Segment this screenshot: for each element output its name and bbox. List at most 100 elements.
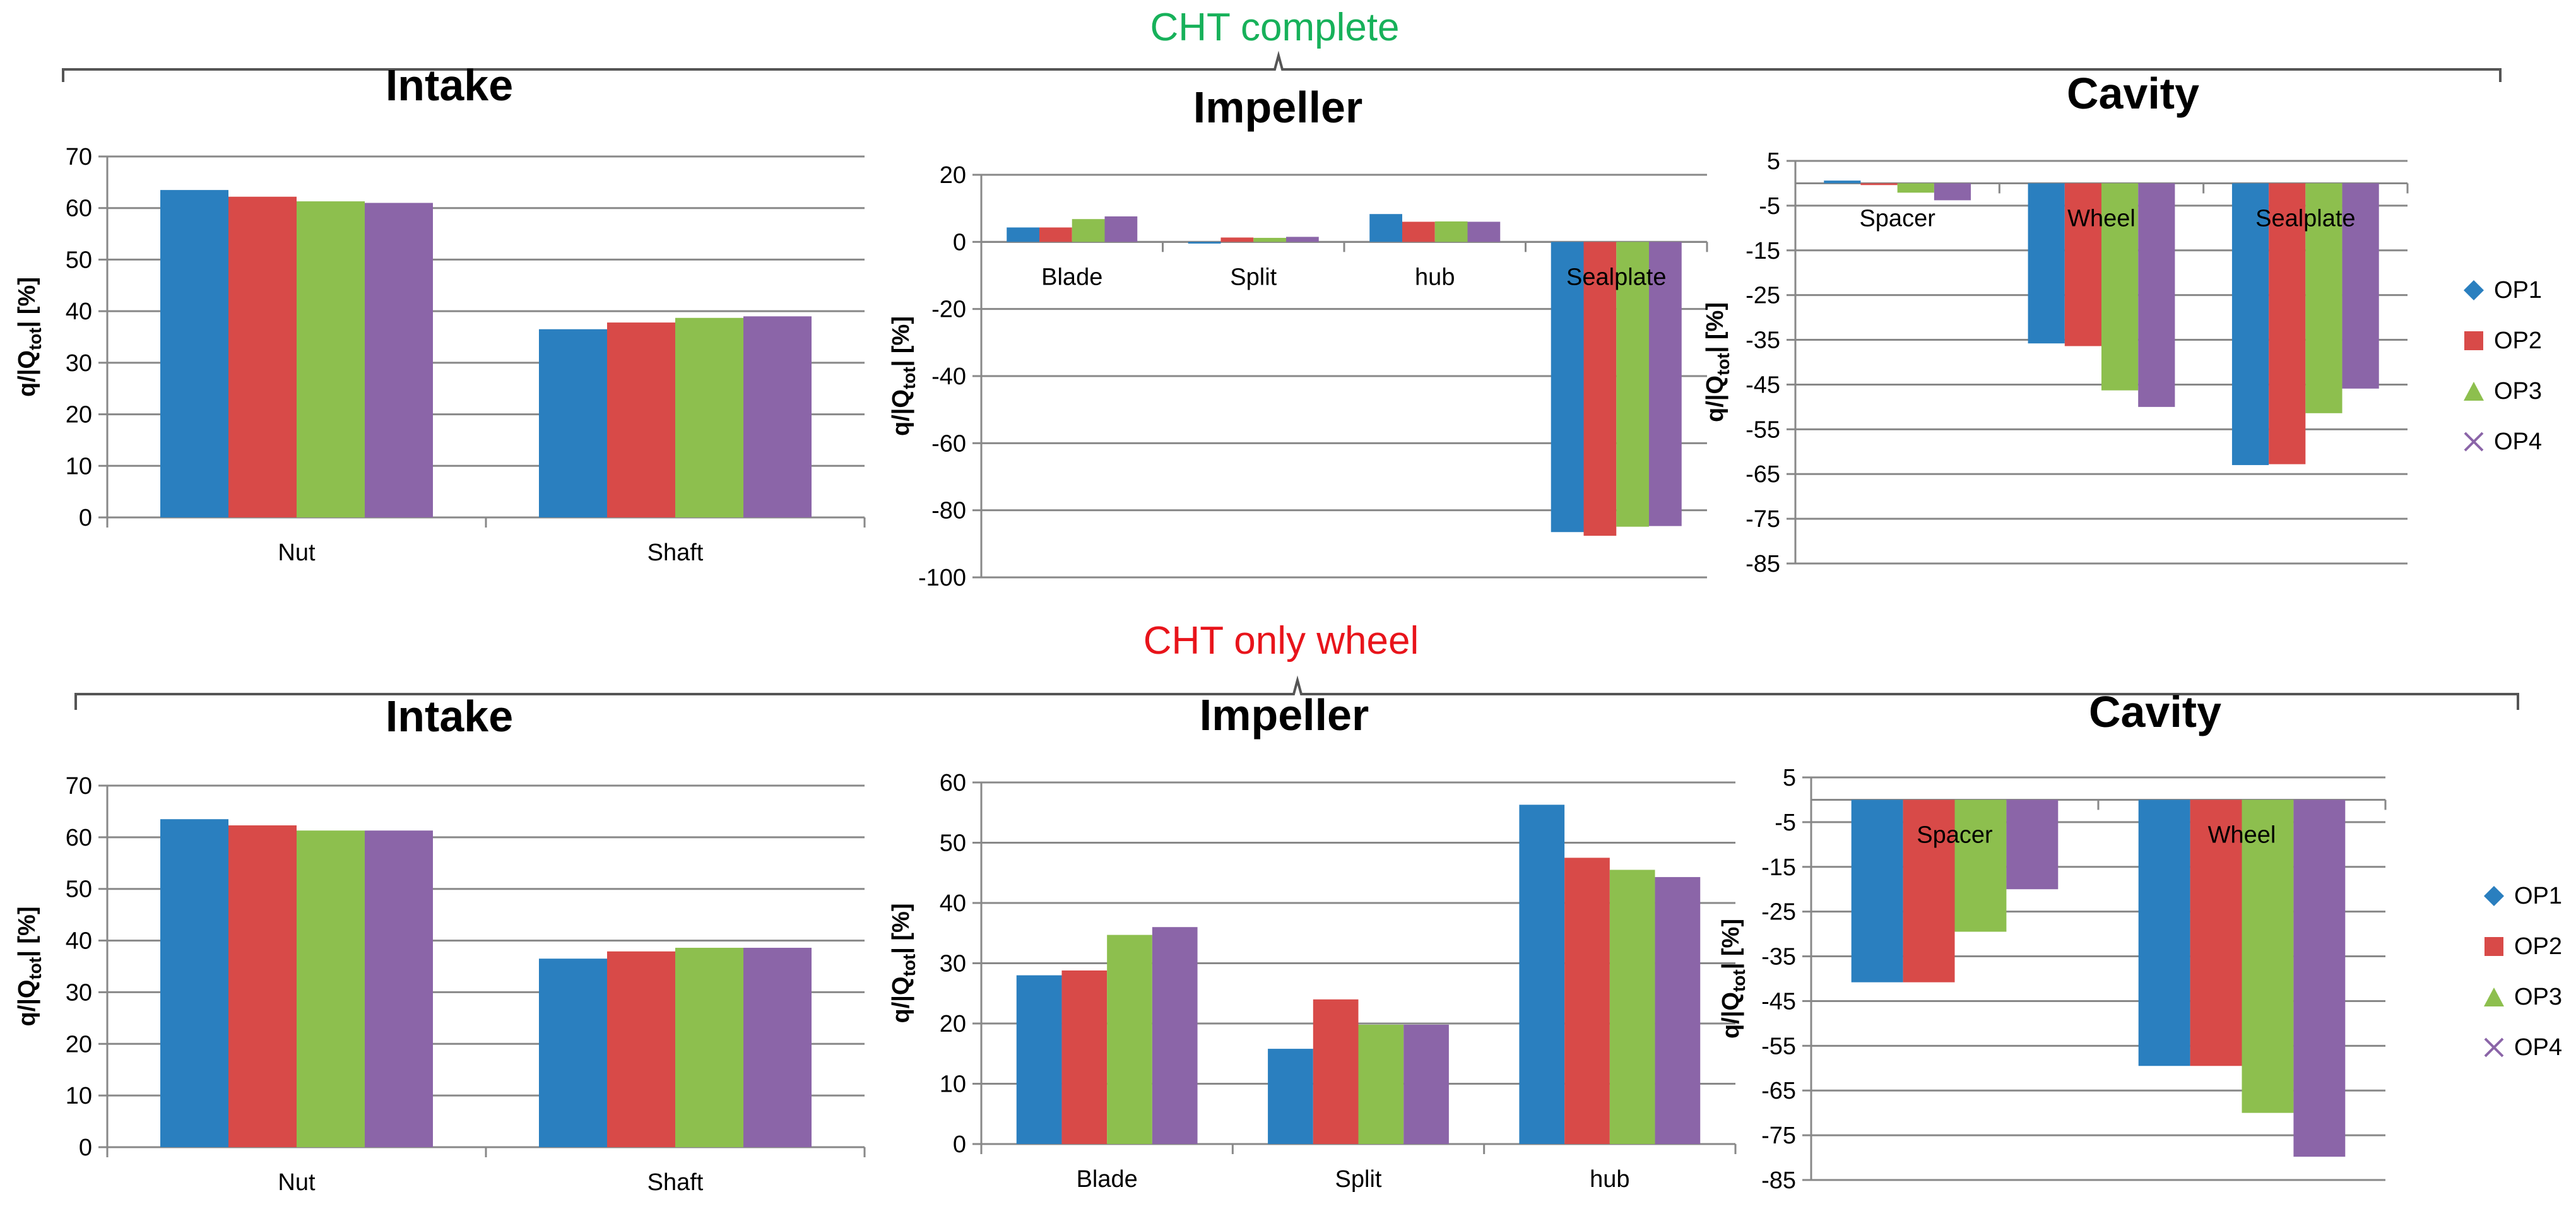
- y-tick-label: 60: [66, 825, 92, 851]
- category-label: Wheel: [2067, 205, 2136, 232]
- legend-item-op3: OP3: [2461, 372, 2576, 410]
- y-tick-label: 0: [79, 505, 92, 531]
- y-axis-label: q/|Qtot| [%]: [1702, 302, 1733, 422]
- y-tick-label: 10: [66, 453, 92, 480]
- bar-op2-wheel: [2064, 183, 2101, 346]
- y-tick-label: 20: [66, 402, 92, 428]
- legend-label: OP4: [2514, 1034, 2563, 1061]
- bar-op3-shaft: [675, 317, 743, 517]
- y-tick-label: -100: [918, 565, 966, 591]
- y-tick-label: 40: [66, 298, 92, 325]
- y-tick-label: 30: [66, 979, 92, 1006]
- y-tick-label: 20: [940, 1011, 966, 1037]
- bar-op3-split: [1358, 1024, 1404, 1144]
- legend-label: OP4: [2494, 428, 2543, 455]
- bar-op3-shaft: [675, 948, 743, 1147]
- y-tick-label: -85: [1746, 551, 1780, 577]
- diamond-icon: [2464, 280, 2484, 300]
- bar-op3-sealplate: [1616, 242, 1649, 527]
- bar-op1-nut: [160, 819, 228, 1147]
- category-label: Wheel: [2208, 822, 2276, 848]
- bar-op4-spacer: [2006, 799, 2059, 890]
- bar-op3-spacer: [1897, 183, 1934, 193]
- bar-op1-nut: [160, 190, 228, 518]
- bar-op3-hub: [1434, 221, 1468, 242]
- y-tick-label: -35: [1746, 327, 1780, 354]
- bar-op4-wheel: [2293, 799, 2346, 1157]
- y-tick-label: -80: [931, 498, 966, 524]
- y-tick-label: -15: [1746, 238, 1780, 264]
- category-label: Spacer: [1917, 822, 1993, 848]
- bar-op3-split: [1253, 237, 1286, 242]
- legend-label: OP1: [2514, 883, 2563, 909]
- legend-label: OP2: [2494, 327, 2543, 354]
- y-tick-label: 20: [940, 162, 966, 189]
- bar-op3-hub: [1609, 870, 1655, 1144]
- bar-op2-wheel: [2190, 799, 2242, 1066]
- bar-op1-wheel: [2138, 799, 2190, 1066]
- bar-op3-wheel: [2101, 183, 2139, 391]
- bar-op2-shaft: [607, 322, 675, 517]
- bar-op4-blade: [1104, 216, 1138, 242]
- bar-op4-shaft: [743, 316, 812, 517]
- bar-op4-spacer: [1934, 183, 1971, 201]
- legend-item-op1: OP1: [2481, 877, 2576, 915]
- bar-op2-spacer: [1860, 183, 1898, 186]
- chart-title-bottom-impeller: Impeller: [1199, 690, 1369, 740]
- triangle-icon: [2464, 382, 2484, 401]
- y-tick-label: -5: [1775, 810, 1796, 836]
- y-tick-label: 60: [940, 770, 966, 796]
- bar-op3-nut: [297, 201, 365, 517]
- bar-op4-shaft: [743, 948, 812, 1147]
- y-tick-label: 10: [66, 1083, 92, 1109]
- chart-title-top-intake: Intake: [385, 61, 514, 110]
- section-title-cht-complete: CHT complete: [1150, 6, 1400, 49]
- y-tick-label: -75: [1746, 506, 1780, 533]
- category-label: hub: [1590, 1166, 1629, 1193]
- y-tick-label: -25: [1746, 283, 1780, 309]
- bar-op1-shaft: [539, 959, 607, 1147]
- category-label: Split: [1230, 264, 1277, 290]
- cross-icon: [2464, 432, 2484, 452]
- category-label: Sealplate: [2255, 205, 2355, 232]
- y-axis-label: q/|Qtot| [%]: [888, 903, 919, 1023]
- y-axis-label: q/|Qtot| [%]: [1718, 919, 1749, 1039]
- y-tick-label: 0: [953, 1131, 966, 1158]
- y-tick-label: -75: [1761, 1123, 1796, 1149]
- y-tick-label: 60: [66, 196, 92, 222]
- bar-op4-split: [1286, 237, 1319, 242]
- bar-op1-sealplate: [2231, 183, 2269, 466]
- y-tick-label: -55: [1761, 1033, 1796, 1059]
- y-tick-label: 30: [66, 350, 92, 377]
- y-tick-label: -65: [1746, 461, 1780, 488]
- legend-item-op2: OP2: [2481, 928, 2576, 965]
- category-label: Nut: [278, 540, 316, 566]
- bar-op2-hub: [1402, 221, 1435, 242]
- legend-label: OP1: [2494, 277, 2543, 304]
- cross-icon: [2484, 1037, 2504, 1058]
- bar-op1-hub: [1369, 214, 1402, 242]
- bar-op1-wheel: [2028, 183, 2065, 344]
- legend-item-op2: OP2: [2461, 322, 2576, 360]
- legend-item-op4: OP4: [2461, 423, 2576, 461]
- bar-op1-split: [1188, 242, 1221, 244]
- category-label: hub: [1415, 264, 1455, 290]
- diamond-icon: [2484, 886, 2504, 906]
- y-tick-label: 20: [66, 1031, 92, 1058]
- bar-op3-spacer: [1954, 799, 2007, 932]
- y-tick-label: -5: [1759, 193, 1780, 220]
- category-label: Blade: [1077, 1166, 1138, 1193]
- bar-op3-blade: [1107, 935, 1152, 1144]
- section-title-cht-only-wheel: CHT only wheel: [1143, 619, 1419, 663]
- legend-item-op4: OP4: [2481, 1029, 2576, 1066]
- chart-title-bottom-intake: Intake: [385, 692, 514, 741]
- legend-label: OP3: [2514, 984, 2563, 1010]
- bar-op3-wheel: [2242, 799, 2294, 1113]
- y-tick-label: -25: [1761, 899, 1796, 926]
- bar-op2-shaft: [607, 951, 675, 1147]
- chart-title-bottom-cavity: Cavity: [2088, 687, 2222, 736]
- legend-label: OP3: [2494, 378, 2543, 404]
- y-axis-label: q/|Qtot| [%]: [14, 277, 45, 397]
- bar-op2-sealplate: [1583, 242, 1617, 536]
